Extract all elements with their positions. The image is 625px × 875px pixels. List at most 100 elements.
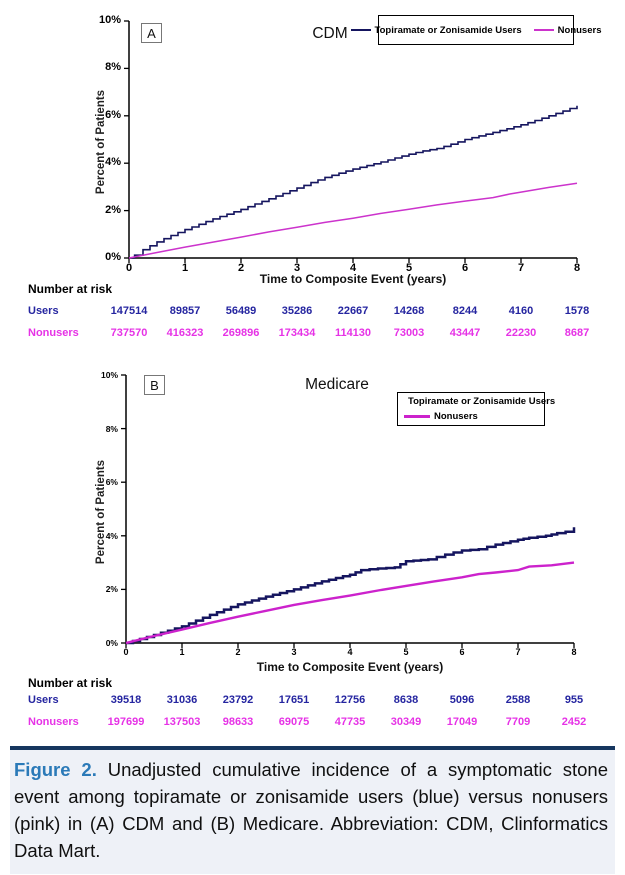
risk-value: 269896 bbox=[222, 327, 260, 339]
x-tick-label: 1 bbox=[179, 647, 185, 657]
risk-value: 5096 bbox=[449, 694, 475, 706]
y-tick-label: 0% bbox=[105, 638, 118, 648]
risk-value: 17049 bbox=[446, 716, 478, 728]
risk-value: 197699 bbox=[107, 716, 145, 728]
risk-value: 8244 bbox=[452, 305, 478, 317]
legend-entry: Nonusers bbox=[533, 24, 602, 36]
risk-value: 43447 bbox=[449, 327, 481, 339]
x-tick-label: 7 bbox=[515, 647, 521, 657]
x-tick-label: 0 bbox=[123, 647, 129, 657]
risk-value: 737570 bbox=[110, 327, 148, 339]
risk-value: 56489 bbox=[225, 305, 257, 317]
y-tick-label: 10% bbox=[98, 14, 121, 26]
caption-label: Figure 2. bbox=[14, 759, 97, 780]
panel-a-y-axis-label: Percent of Patients bbox=[95, 89, 107, 195]
risk-row-label: Users bbox=[28, 305, 59, 317]
series-line-users bbox=[129, 105, 578, 259]
risk-value: 173434 bbox=[278, 327, 316, 339]
x-tick-label: 3 bbox=[293, 262, 301, 274]
y-tick-label: 8% bbox=[105, 61, 121, 74]
risk-value: 14268 bbox=[393, 305, 425, 317]
panel-a-title: CDM bbox=[312, 25, 348, 42]
x-tick-label: 3 bbox=[291, 647, 297, 657]
y-tick-label: 4% bbox=[105, 530, 118, 541]
risk-value: 7709 bbox=[505, 716, 531, 728]
risk-value: 39518 bbox=[110, 694, 142, 706]
risk-value: 17651 bbox=[278, 694, 310, 706]
y-tick-label: 0% bbox=[105, 251, 121, 263]
y-tick-label: 2% bbox=[105, 584, 118, 595]
x-tick-label: 6 bbox=[461, 262, 469, 274]
risk-row-label: Nonusers bbox=[28, 716, 79, 728]
legend-entry-label: Topiramate or Zonisamide Users bbox=[374, 24, 522, 36]
legend-entry-label: Nonusers bbox=[557, 24, 602, 36]
risk-row-label: Users bbox=[28, 694, 59, 706]
series-line-users bbox=[126, 527, 576, 645]
series-line-nonusers bbox=[128, 182, 578, 259]
y-tick-label: 2% bbox=[105, 203, 121, 216]
x-tick-label: 6 bbox=[459, 647, 465, 657]
caption-top-rule bbox=[10, 746, 615, 750]
legend-entry-label: Topiramate or Zonisamide Users bbox=[408, 396, 556, 407]
panel-b-y-axis-label: Percent of Patients bbox=[95, 459, 107, 565]
y-tick-label: 6% bbox=[105, 108, 121, 121]
panel-b-x-axis-label: Time to Composite Event (years) bbox=[256, 660, 444, 674]
y-tick-label: 8% bbox=[105, 423, 118, 434]
x-tick-label: 0 bbox=[125, 262, 133, 274]
risk-row-label: Nonusers bbox=[28, 327, 79, 339]
y-tick-label: 10% bbox=[100, 370, 118, 380]
legend-entry-label: Nonusers bbox=[434, 411, 478, 422]
risk-value: 4160 bbox=[508, 305, 534, 317]
x-tick-label: 2 bbox=[237, 262, 245, 274]
legend-line-swatch bbox=[404, 415, 430, 418]
risk-value: 35286 bbox=[281, 305, 313, 317]
risk-value: 2588 bbox=[505, 694, 531, 706]
panel-a-legend: Topiramate or Zonisamide Users Nonusers bbox=[350, 15, 601, 45]
panel-b-risk-heading: Number at risk bbox=[28, 676, 113, 690]
panel-a-letter-box: A bbox=[141, 23, 162, 43]
risk-value: 22667 bbox=[337, 305, 369, 317]
x-tick-label: 2 bbox=[235, 647, 241, 657]
risk-value: 30349 bbox=[390, 716, 422, 728]
panel-b-letter-box: B bbox=[144, 375, 165, 395]
risk-value: 955 bbox=[564, 694, 584, 706]
x-tick-label: 8 bbox=[573, 262, 581, 274]
x-tick-label: 8 bbox=[571, 647, 577, 657]
x-tick-label: 4 bbox=[347, 647, 353, 657]
risk-value: 47735 bbox=[334, 716, 366, 728]
figure-caption: Figure 2. Unadjusted cumulative incidenc… bbox=[10, 750, 615, 874]
risk-value: 8638 bbox=[393, 694, 419, 706]
risk-value: 147514 bbox=[110, 305, 148, 317]
x-tick-label: 7 bbox=[517, 262, 525, 274]
risk-value: 416323 bbox=[166, 327, 204, 339]
x-tick-label: 5 bbox=[405, 262, 413, 274]
risk-value: 2452 bbox=[561, 716, 587, 728]
risk-value: 89857 bbox=[169, 305, 201, 317]
risk-value: 98633 bbox=[222, 716, 254, 728]
legend-entry: Nonusers bbox=[404, 411, 544, 422]
risk-value: 137503 bbox=[163, 716, 201, 728]
x-tick-label: 1 bbox=[181, 262, 189, 274]
risk-value: 31036 bbox=[166, 694, 198, 706]
y-tick-label: 4% bbox=[105, 156, 121, 169]
risk-value: 1578 bbox=[564, 305, 590, 317]
risk-value: 114130 bbox=[334, 327, 372, 339]
risk-value: 23792 bbox=[222, 694, 254, 706]
legend-line-swatch bbox=[350, 29, 371, 31]
risk-value: 73003 bbox=[393, 327, 425, 339]
panel-b-legend: Topiramate or Zonisamide Users Nonusers bbox=[397, 392, 555, 426]
legend-entry: Topiramate or Zonisamide Users bbox=[404, 396, 555, 407]
risk-value: 69075 bbox=[278, 716, 310, 728]
panel-b-title: Medicare bbox=[305, 376, 369, 393]
panel-a-risk-heading: Number at risk bbox=[28, 282, 113, 296]
risk-value: 22230 bbox=[505, 327, 537, 339]
x-tick-label: 4 bbox=[349, 262, 357, 274]
risk-value: 12756 bbox=[334, 694, 366, 706]
legend-entry: Topiramate or Zonisamide Users bbox=[350, 24, 522, 36]
risk-value: 8687 bbox=[564, 327, 590, 339]
legend-line-swatch bbox=[533, 29, 554, 31]
x-tick-label: 5 bbox=[403, 647, 409, 657]
y-tick-label: 6% bbox=[105, 477, 118, 488]
